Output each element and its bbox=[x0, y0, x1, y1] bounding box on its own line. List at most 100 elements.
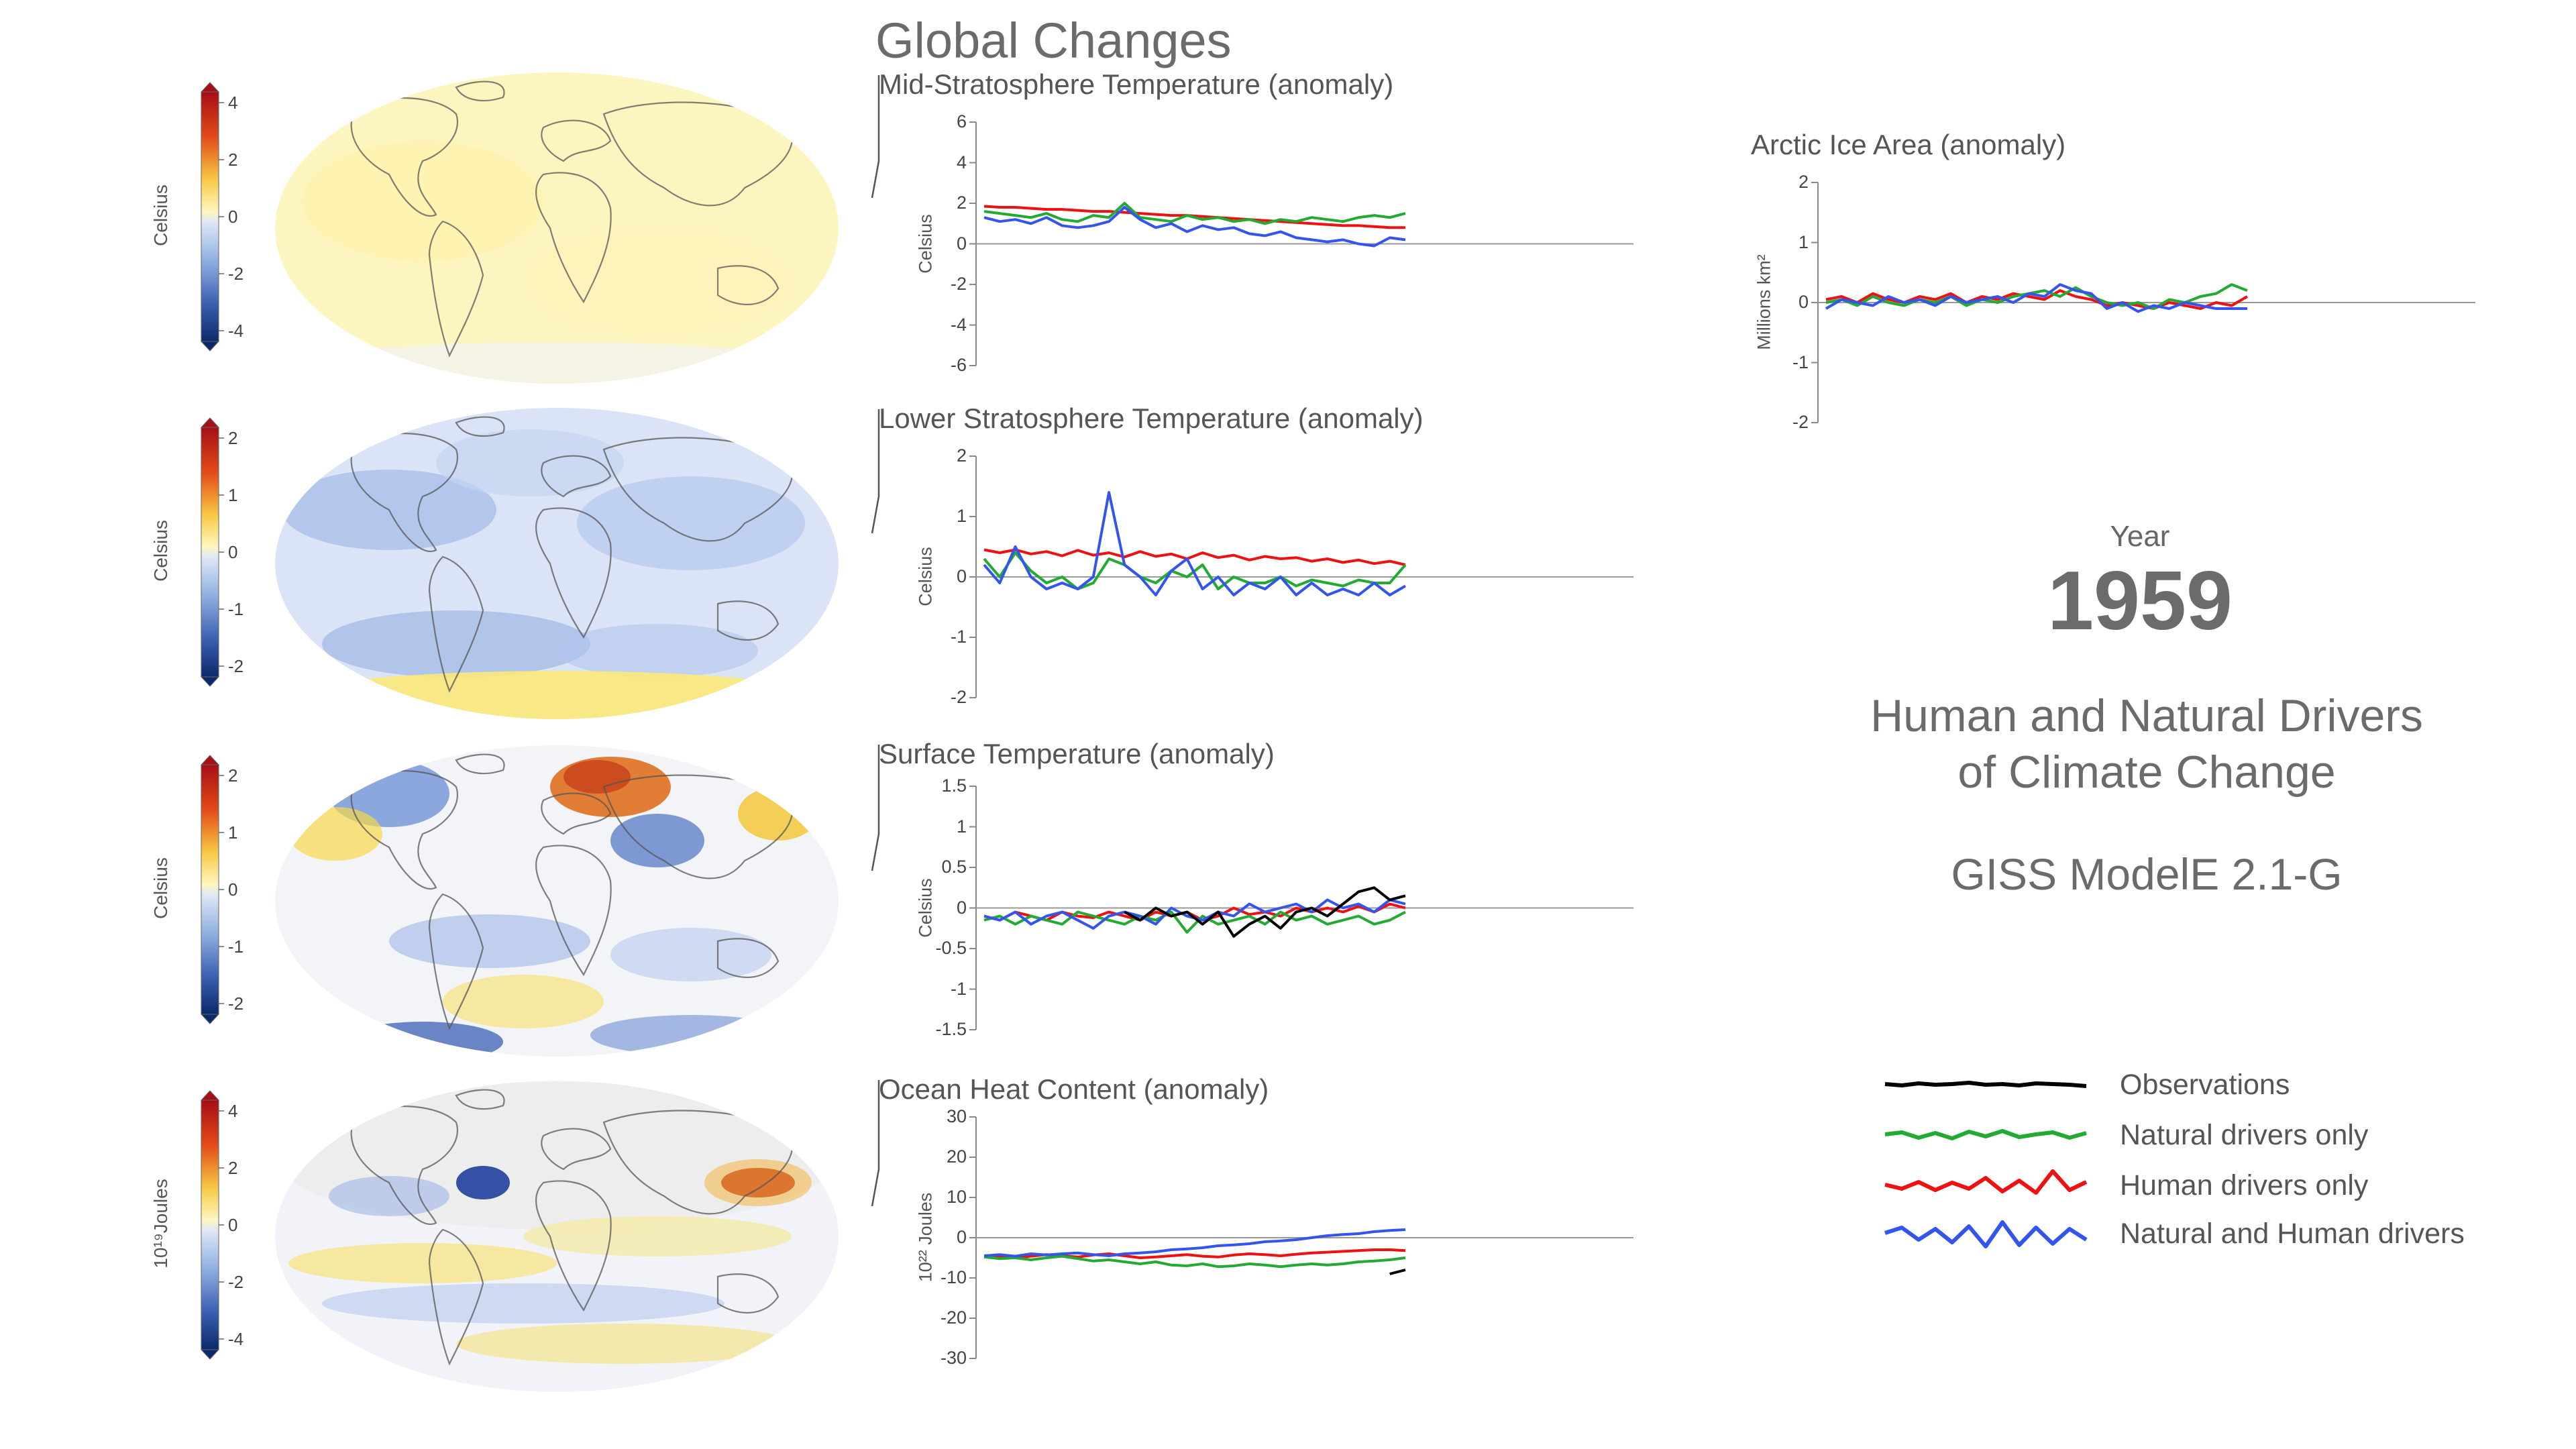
y-tick-label: 0.5 bbox=[941, 857, 967, 877]
y-tick-label: -1 bbox=[1792, 352, 1809, 372]
headline: Human and Natural Drivers of Climate Cha… bbox=[1811, 688, 2482, 800]
series-line bbox=[983, 1254, 1406, 1269]
colorbar-tick: 4 bbox=[228, 1101, 238, 1121]
y-tick-label: 30 bbox=[946, 1106, 967, 1126]
y-axis-label: Celsius bbox=[915, 547, 936, 606]
colorbar-label: Celsius bbox=[150, 184, 171, 246]
y-tick-label: 1 bbox=[956, 506, 967, 526]
y-tick-label: -2 bbox=[950, 274, 967, 294]
y-tick-label: -4 bbox=[950, 314, 967, 335]
series-line bbox=[1825, 289, 2249, 310]
colorbar-tick: -2 bbox=[228, 656, 244, 676]
colorbar-ohc bbox=[200, 1090, 224, 1360]
colorbar-tick: 1 bbox=[228, 822, 238, 843]
connector-line bbox=[871, 1080, 880, 1207]
colorbar-tick: -2 bbox=[228, 994, 244, 1014]
series-line bbox=[983, 551, 1407, 590]
series-line bbox=[983, 548, 1406, 566]
legend-label-natural: Natural drivers only bbox=[2120, 1119, 2369, 1151]
colorbar-tick: -1 bbox=[228, 599, 244, 619]
y-tick-label: 4 bbox=[956, 152, 967, 172]
series-line bbox=[1124, 886, 1406, 938]
map-ohc bbox=[275, 1081, 839, 1392]
colorbar-tick: -1 bbox=[228, 936, 244, 957]
colorbar-tick: 2 bbox=[228, 1158, 238, 1178]
colorbar-lower-strat bbox=[200, 417, 224, 687]
colorbar-tick: 0 bbox=[228, 542, 238, 562]
chart-4 bbox=[1811, 182, 2475, 423]
colorbar-tick: 2 bbox=[228, 765, 238, 786]
y-tick-label: -2 bbox=[950, 687, 967, 707]
y-tick-label: 0 bbox=[956, 897, 967, 918]
chart-title: Arctic Ice Area (anomaly) bbox=[1751, 129, 2066, 160]
chart-title: Surface Temperature (anomaly) bbox=[879, 738, 1275, 769]
legend-label-human: Human drivers only bbox=[2120, 1169, 2369, 1201]
page-title: Global Changes bbox=[875, 13, 1232, 68]
colorbar-tick: -4 bbox=[228, 1329, 244, 1349]
chart-1 bbox=[969, 455, 1633, 698]
map-mid-strat bbox=[275, 72, 839, 384]
colorbar-tick: 1 bbox=[228, 485, 238, 505]
y-tick-label: -1 bbox=[950, 978, 967, 999]
y-tick-label: 2 bbox=[956, 193, 967, 213]
headline-line-1: Human and Natural Drivers bbox=[1870, 690, 2423, 741]
connector-line bbox=[871, 745, 880, 871]
colorbar-mid-strat bbox=[200, 82, 224, 352]
y-tick-label: 1 bbox=[956, 816, 967, 837]
legend-swatch bbox=[1884, 1220, 2088, 1248]
colorbar-tick: 2 bbox=[228, 428, 238, 448]
y-tick-label: 1.5 bbox=[941, 775, 967, 796]
y-axis-label: Celsius bbox=[915, 213, 936, 274]
legend-label-observations: Observations bbox=[2120, 1069, 2290, 1101]
colorbar-tick: 4 bbox=[228, 93, 238, 113]
colorbar-tick: -4 bbox=[228, 321, 244, 341]
colorbar-tick: 2 bbox=[228, 150, 238, 170]
model-name: GISS ModelE 2.1-G bbox=[1951, 849, 2343, 899]
y-tick-label: 10 bbox=[946, 1187, 967, 1207]
y-tick-label: -30 bbox=[940, 1348, 967, 1368]
colorbar-label: Celsius bbox=[150, 857, 171, 919]
y-tick-label: 0 bbox=[956, 1227, 967, 1247]
y-tick-label: -6 bbox=[950, 355, 967, 375]
connector-line bbox=[871, 409, 880, 534]
connector-line bbox=[871, 75, 880, 199]
colorbar-label: Celsius bbox=[150, 520, 171, 582]
y-axis-label: Millions km² bbox=[1754, 254, 1774, 350]
series-line bbox=[1389, 1269, 1406, 1275]
map-lower-strat bbox=[275, 408, 839, 719]
y-tick-label: 20 bbox=[946, 1146, 967, 1167]
y-tick-label: 0 bbox=[956, 233, 967, 254]
series-line bbox=[983, 910, 1406, 934]
chart-3 bbox=[969, 1116, 1633, 1359]
series-line bbox=[983, 202, 1406, 225]
y-tick-label: -10 bbox=[940, 1267, 967, 1287]
y-tick-label: 0 bbox=[956, 566, 967, 586]
colorbar-tick: -2 bbox=[228, 264, 244, 284]
y-axis-label: Celsius bbox=[915, 877, 936, 938]
chart-2 bbox=[969, 786, 1633, 1030]
y-tick-label: -0.5 bbox=[935, 938, 967, 958]
y-tick-label: 1 bbox=[1798, 231, 1809, 252]
legend-swatch bbox=[1884, 1129, 2087, 1140]
series-line bbox=[983, 205, 1405, 229]
y-axis-label: 10²² Joules bbox=[915, 1192, 936, 1283]
legend-swatch bbox=[1884, 1169, 2088, 1195]
y-tick-label: 0 bbox=[1798, 292, 1809, 312]
y-tick-label: -1.5 bbox=[935, 1019, 967, 1039]
series-line bbox=[983, 206, 1406, 248]
year-label: Year bbox=[2110, 520, 2170, 553]
chart-title: Ocean Heat Content (anomaly) bbox=[879, 1073, 1269, 1105]
colorbar-surface bbox=[200, 755, 224, 1024]
series-line bbox=[983, 1228, 1406, 1258]
y-tick-label: -20 bbox=[940, 1307, 967, 1328]
legend-label-both: Natural and Human drivers bbox=[2120, 1218, 2465, 1250]
series-line bbox=[1825, 283, 2248, 310]
chart-title: Lower Stratosphere Temperature (anomaly) bbox=[879, 402, 1424, 434]
y-tick-label: -2 bbox=[1792, 412, 1809, 432]
y-tick-label: -1 bbox=[950, 627, 967, 647]
headline-line-2: of Climate Change bbox=[1957, 747, 2336, 798]
series-line bbox=[983, 491, 1407, 596]
chart-0 bbox=[969, 121, 1633, 366]
y-tick-label: 2 bbox=[956, 445, 967, 466]
